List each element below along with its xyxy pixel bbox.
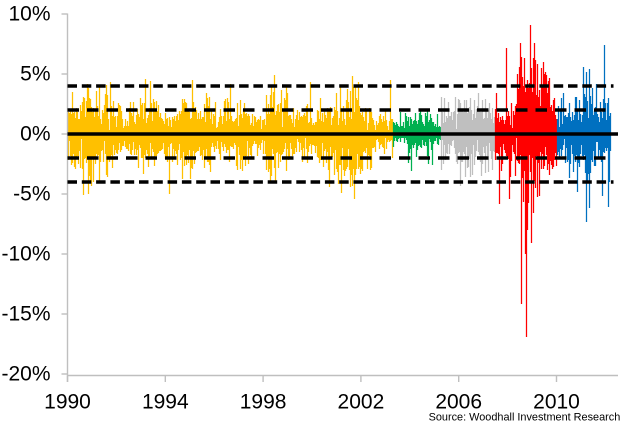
svg-text:2002: 2002 (338, 391, 385, 414)
svg-text:1990: 1990 (44, 391, 91, 414)
svg-text:0%: 0% (20, 122, 50, 145)
svg-text:-5%: -5% (13, 182, 50, 205)
svg-text:-20%: -20% (1, 362, 50, 385)
svg-text:5%: 5% (20, 62, 50, 85)
svg-text:2006: 2006 (435, 391, 482, 414)
svg-text:-15%: -15% (1, 302, 50, 325)
svg-text:1994: 1994 (142, 391, 189, 414)
svg-text:2010: 2010 (533, 391, 580, 414)
svg-text:-10%: -10% (1, 242, 50, 265)
svg-text:Source: Woodhall Investment Re: Source: Woodhall Investment Research (429, 412, 620, 424)
svg-text:10%: 10% (8, 2, 50, 25)
svg-text:1998: 1998 (240, 391, 287, 414)
